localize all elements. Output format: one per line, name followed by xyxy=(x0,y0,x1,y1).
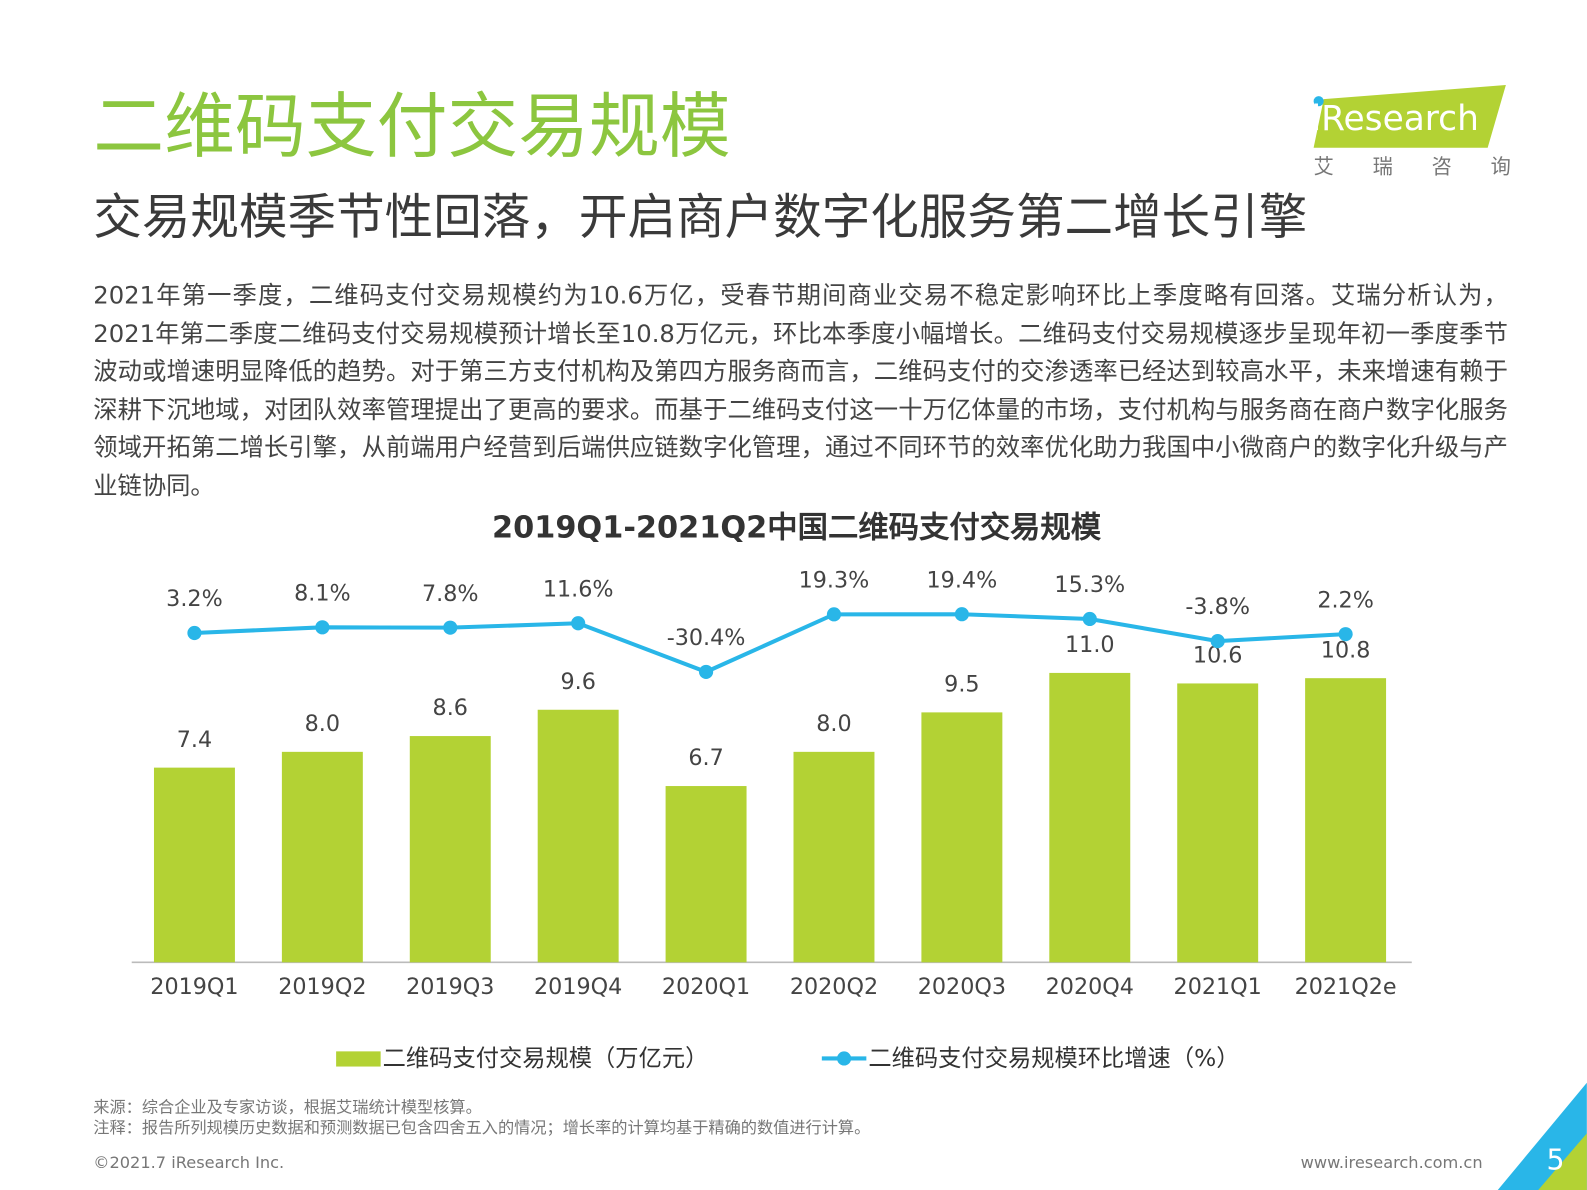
bar-value-label: 8.0 xyxy=(305,711,340,737)
bar xyxy=(665,786,747,963)
x-tick-label: 2019Q1 xyxy=(150,974,238,1000)
growth-point xyxy=(1210,634,1225,649)
line-value-label: 15.3% xyxy=(1054,572,1125,598)
chart-title: 2019Q1-2021Q2中国二维码支付交易规模 xyxy=(492,510,1102,546)
x-tick-label: 2020Q1 xyxy=(662,974,750,1000)
bar-value-label: 8.0 xyxy=(816,711,851,737)
x-tick-label: 2020Q2 xyxy=(790,974,878,1000)
slide-title: 二维码支付交易规模 xyxy=(93,85,730,168)
url: www.iresearch.com.cn xyxy=(1301,1153,1483,1172)
legend-swatch xyxy=(336,1051,381,1067)
bar-value-label: 10.8 xyxy=(1321,637,1371,663)
bar xyxy=(1305,678,1387,963)
line-value-label: 7.8% xyxy=(422,581,479,607)
bar xyxy=(1177,683,1259,963)
x-tick-label: 2020Q4 xyxy=(1046,974,1134,1000)
legend-marker xyxy=(837,1051,852,1066)
source-note: 来源：综合企业及专家访谈，根据艾瑞统计模型核算。 xyxy=(93,1098,482,1117)
corner-green xyxy=(1538,1133,1587,1190)
growth-point xyxy=(187,625,202,641)
bar xyxy=(281,751,363,963)
growth-point xyxy=(443,620,458,635)
x-tick-label: 2019Q3 xyxy=(406,974,494,1000)
x-tick-label: 2020Q3 xyxy=(918,974,1006,1000)
growth-point xyxy=(954,607,969,622)
line-value-label: 19.3% xyxy=(799,567,870,593)
bar xyxy=(921,712,1003,963)
bar xyxy=(1049,672,1131,963)
bar xyxy=(153,767,235,963)
growth-point xyxy=(1338,627,1353,642)
x-tick-label: 2019Q4 xyxy=(534,974,622,1000)
x-tick-label: 2021Q1 xyxy=(1174,974,1262,1000)
growth-point xyxy=(315,620,330,635)
bar-value-label: 9.5 xyxy=(944,672,979,698)
logo-badge xyxy=(1313,85,1506,148)
bar-value-label: 7.4 xyxy=(177,727,212,753)
footnote: 注释：报告所列规模历史数据和预测数据已包含四舍五入的情况；增长率的计算均基于精确… xyxy=(93,1118,870,1137)
legend-label: 二维码支付交易规模环比增速（%） xyxy=(868,1045,1239,1072)
line-value-label: 11.6% xyxy=(543,576,614,602)
legend-label: 二维码支付交易规模（万亿元） xyxy=(383,1045,709,1072)
page-number: 5 xyxy=(1546,1144,1564,1177)
bar-value-label: 6.7 xyxy=(688,745,723,771)
logo-cn: 艾 瑞 咨 询 xyxy=(1314,154,1528,178)
growth-line xyxy=(194,612,1346,675)
bar-value-label: 9.6 xyxy=(560,669,595,695)
body-box: 2021年第一季度，二维码支付交易规模约为10.6万亿，受春节期间商业交易不稳定… xyxy=(93,281,1508,500)
growth-point xyxy=(698,664,714,679)
bar-value-label: 8.6 xyxy=(433,695,468,721)
logo-dot xyxy=(1313,96,1324,107)
growth-point xyxy=(826,607,842,622)
line-value-label: 8.1% xyxy=(294,580,351,606)
logo-name: iResearch xyxy=(1312,99,1479,139)
growth-point xyxy=(571,616,586,631)
line-value-label: -30.4% xyxy=(667,625,746,651)
copyright: ©2021.7 iResearch Inc. xyxy=(93,1153,284,1172)
growth-point xyxy=(1082,611,1097,627)
line-value-label: 3.2% xyxy=(166,586,223,612)
bar xyxy=(409,736,491,963)
bar-value-label: 11.0 xyxy=(1065,632,1115,658)
x-tick-label: 2019Q2 xyxy=(278,974,366,1000)
x-tick-label: 2021Q2e xyxy=(1295,974,1397,1000)
slide-subtitle: 交易规模季节性回落，开启商户数字化服务第二增长引擎 xyxy=(93,190,1307,246)
bar xyxy=(793,751,875,963)
body-text: 2021年第一季度，二维码支付交易规模约为10.6万亿，受春节期间商业交易不稳定… xyxy=(93,281,1508,500)
line-value-label: -3.8% xyxy=(1185,594,1250,620)
line-value-label: 19.4% xyxy=(927,567,998,593)
bar xyxy=(537,709,619,963)
line-value-label: 2.2% xyxy=(1317,587,1374,613)
